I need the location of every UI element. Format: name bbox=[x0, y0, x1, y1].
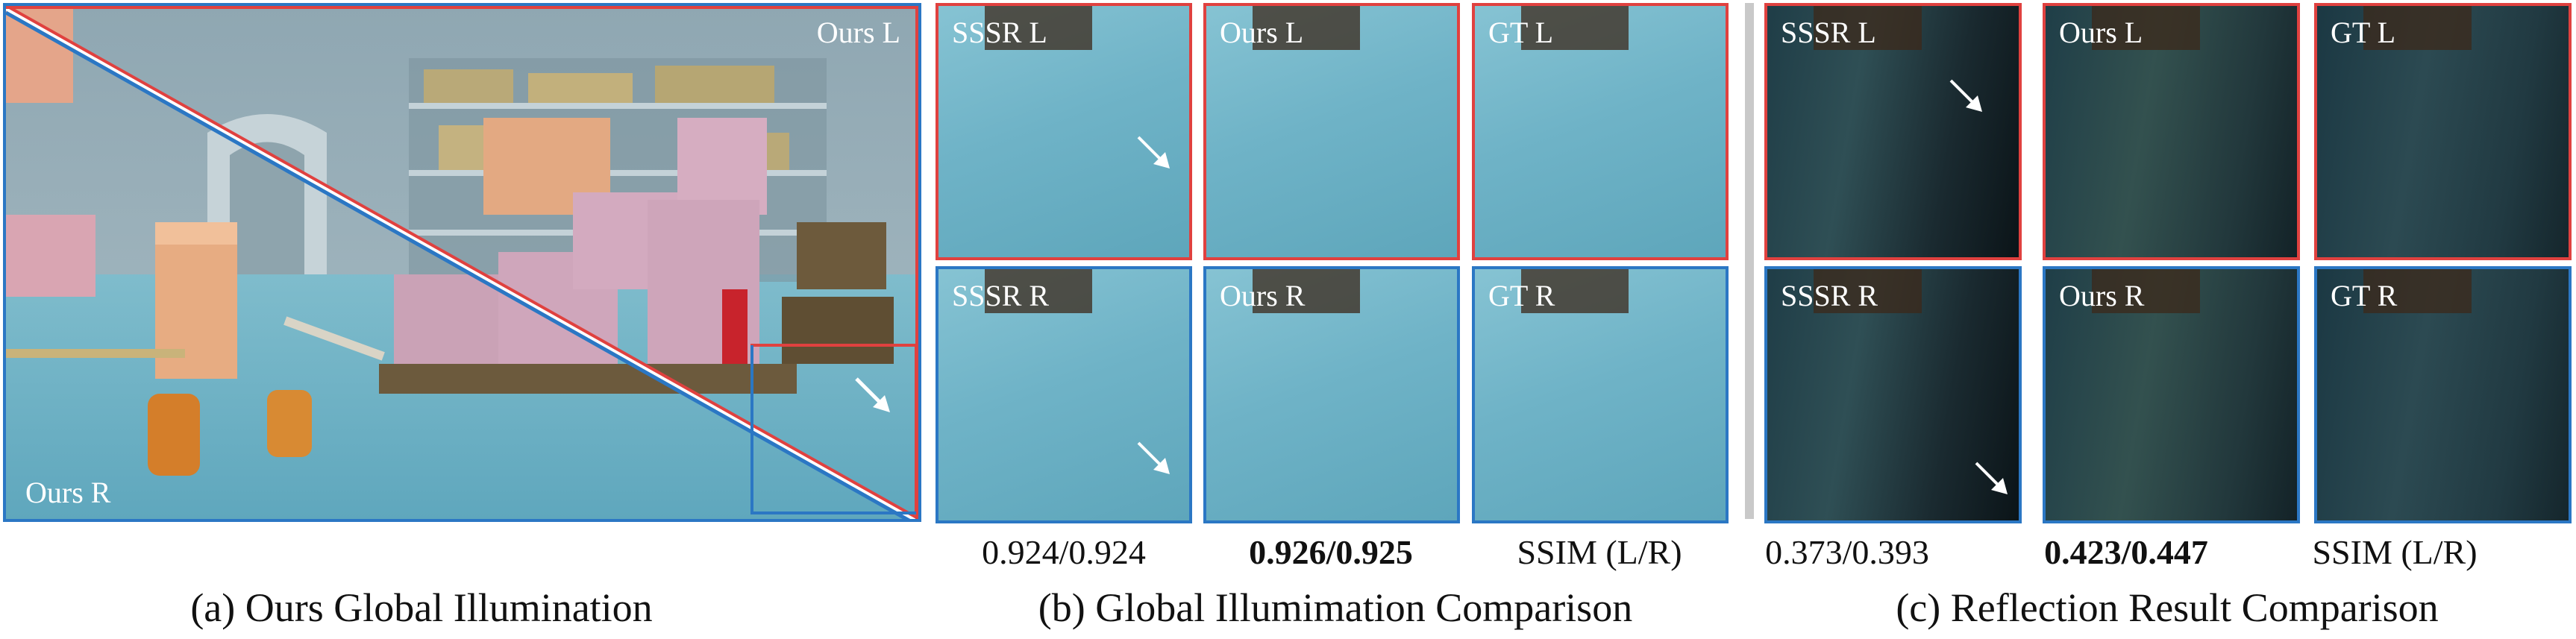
refl-panel-r-2: GT R bbox=[2314, 266, 2572, 523]
panel-label: GT R bbox=[1488, 279, 1555, 312]
panel-label: Ours L bbox=[1220, 16, 1304, 49]
label-ours-r: Ours R bbox=[25, 476, 111, 509]
dark-box-region bbox=[985, 6, 1092, 50]
gi-panel-r-0: SSSR R bbox=[936, 266, 1192, 523]
panel-label: GT R bbox=[2331, 279, 2398, 312]
refl-metric-label: SSIM (L/R) bbox=[2312, 533, 2478, 571]
dark-box-region bbox=[1814, 269, 1922, 313]
arrow-icon bbox=[1137, 441, 1170, 474]
refl-panel-r-0: SSSR R bbox=[1764, 266, 2022, 523]
panel-label: SSSR L bbox=[952, 16, 1047, 49]
dark-box-region bbox=[2363, 6, 2472, 50]
refl-metric-sssr: 0.373/0.393 bbox=[1765, 533, 1929, 571]
dark-box-region bbox=[1521, 269, 1629, 313]
panel-label: SSSR L bbox=[1781, 16, 1876, 49]
dark-box-region bbox=[2092, 269, 2200, 313]
gi-panel-l-0: SSSR L bbox=[936, 3, 1192, 260]
arrow-icon bbox=[1949, 79, 1982, 112]
panel-label: Ours R bbox=[2059, 279, 2145, 312]
dark-box-region bbox=[1253, 269, 1360, 313]
panel-label: SSSR R bbox=[1781, 279, 1878, 312]
refl-panel-l-2: GT L bbox=[2314, 3, 2572, 260]
gi-panel-r-1: Ours R bbox=[1203, 266, 1460, 523]
scene-image: Ours L Ours R bbox=[3, 3, 921, 522]
caption-b: (b) Global Illumimation Comparison bbox=[1038, 585, 1633, 630]
separator-bar bbox=[1745, 3, 1754, 519]
dark-box-region bbox=[1814, 6, 1922, 50]
dark-box-region bbox=[985, 269, 1092, 313]
gi-panel-l-1: Ours L bbox=[1203, 3, 1460, 260]
arrow-line bbox=[855, 377, 884, 406]
caption-a: (a) Ours Global Illumination bbox=[190, 585, 653, 630]
dark-box-region bbox=[1521, 6, 1629, 50]
gi-panel-l-2: GT L bbox=[1472, 3, 1729, 260]
gi-metric-sssr: 0.924/0.924 bbox=[982, 533, 1146, 571]
scene-illustration bbox=[6, 6, 918, 519]
panel-label: Ours R bbox=[1220, 279, 1306, 312]
arrow-icon bbox=[1975, 462, 2008, 494]
arrow-icon bbox=[1137, 136, 1170, 169]
caption-c: (c) Reflection Result Comparison bbox=[1896, 585, 2439, 630]
dark-box-region bbox=[2363, 269, 2472, 313]
arrow-head bbox=[873, 395, 890, 412]
panel-label: GT L bbox=[2331, 16, 2396, 49]
gi-panel-r-2: GT R bbox=[1472, 266, 1729, 523]
panel-label: Ours L bbox=[2059, 16, 2143, 49]
gi-metric-label: SSIM (L/R) bbox=[1517, 533, 1682, 571]
refl-panel-l-1: Ours L bbox=[2043, 3, 2300, 260]
refl-panel-l-0: SSSR L bbox=[1764, 3, 2022, 260]
dark-box-region bbox=[2092, 6, 2200, 50]
panel-label: SSSR R bbox=[952, 279, 1050, 312]
label-ours-l: Ours L bbox=[816, 16, 900, 49]
panel-label: GT L bbox=[1488, 16, 1554, 49]
gi-metric-ours: 0.926/0.925 bbox=[1249, 533, 1413, 571]
refl-panel-r-1: Ours R bbox=[2043, 266, 2300, 523]
dark-box-region bbox=[1253, 6, 1360, 50]
refl-metric-ours: 0.423/0.447 bbox=[2044, 533, 2208, 571]
